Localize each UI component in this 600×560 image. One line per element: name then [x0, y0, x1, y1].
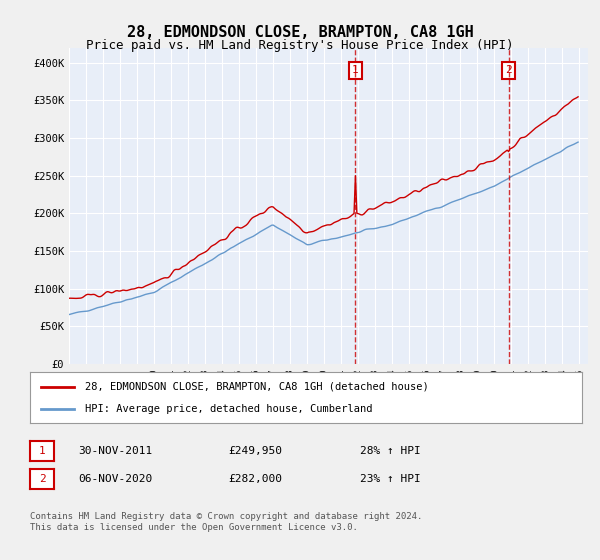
Text: 1: 1	[352, 65, 359, 75]
Text: £282,000: £282,000	[228, 474, 282, 484]
Text: 2: 2	[38, 474, 46, 484]
Text: 23% ↑ HPI: 23% ↑ HPI	[360, 474, 421, 484]
Text: 2: 2	[505, 65, 512, 75]
Text: 28, EDMONDSON CLOSE, BRAMPTON, CA8 1GH (detached house): 28, EDMONDSON CLOSE, BRAMPTON, CA8 1GH (…	[85, 381, 429, 391]
Text: 30-NOV-2011: 30-NOV-2011	[78, 446, 152, 456]
Text: 1: 1	[38, 446, 46, 456]
Text: 06-NOV-2020: 06-NOV-2020	[78, 474, 152, 484]
Text: £249,950: £249,950	[228, 446, 282, 456]
Text: 28, EDMONDSON CLOSE, BRAMPTON, CA8 1GH: 28, EDMONDSON CLOSE, BRAMPTON, CA8 1GH	[127, 25, 473, 40]
Text: Contains HM Land Registry data © Crown copyright and database right 2024.
This d: Contains HM Land Registry data © Crown c…	[30, 512, 422, 532]
Text: HPI: Average price, detached house, Cumberland: HPI: Average price, detached house, Cumb…	[85, 404, 373, 414]
Text: Price paid vs. HM Land Registry's House Price Index (HPI): Price paid vs. HM Land Registry's House …	[86, 39, 514, 52]
Text: 28% ↑ HPI: 28% ↑ HPI	[360, 446, 421, 456]
